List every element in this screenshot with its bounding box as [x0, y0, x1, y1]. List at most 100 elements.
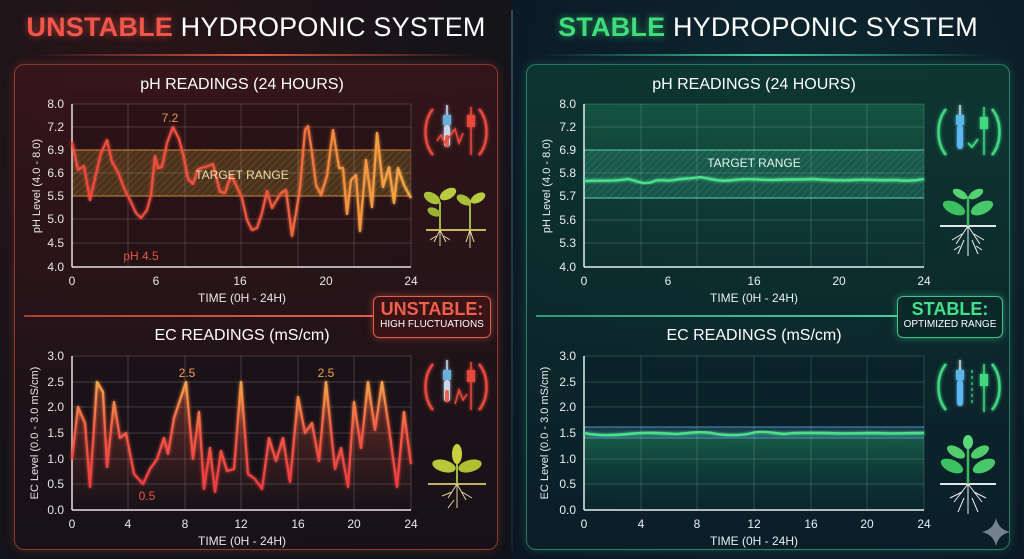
- stable-title: STABLE HYDROPONIC SYSTEM: [512, 12, 1024, 43]
- svg-text:0.0: 0.0: [47, 503, 64, 517]
- svg-text:20: 20: [319, 274, 333, 288]
- unstable-ec-chart: 2.5 2.5 0.5 3.0 2.5 2.0 1.5 1.0 0.5 0.0 0 4 …: [29, 349, 418, 548]
- stable-ph-probe-icon: [937, 105, 1001, 156]
- svg-text:0.5: 0.5: [559, 477, 576, 491]
- svg-text:6.9: 6.9: [559, 143, 576, 157]
- stable-ec-y-label: EC Level (0.0 - 3.0 mS/cm): [539, 367, 551, 500]
- svg-text:16: 16: [747, 274, 761, 288]
- svg-text:24: 24: [917, 274, 931, 288]
- stable-status-badge: STABLE: OPTIMIZED RANGE: [897, 296, 1003, 338]
- svg-text:6.9: 6.9: [47, 143, 64, 157]
- svg-text:20: 20: [860, 517, 874, 531]
- unstable-ec-peak-label-1: 2.5: [179, 366, 196, 380]
- unstable-title-rest: HYDROPONIC SYSTEM: [172, 12, 486, 42]
- stable-ph-chart-title: pH READINGS (24 HOURS): [652, 76, 856, 93]
- svg-text:5.3: 5.3: [559, 236, 576, 250]
- unstable-ec-chart-title: EC READINGS (mS/cm): [154, 327, 330, 344]
- svg-text:1.0: 1.0: [559, 452, 576, 466]
- stable-ph-x-label: TIME (0H - 24H): [710, 291, 798, 305]
- stable-lush-plant-icon: [940, 435, 996, 514]
- stable-badge-subtitle: OPTIMIZED RANGE: [903, 319, 997, 330]
- svg-text:3.0: 3.0: [559, 349, 576, 363]
- svg-text:0: 0: [69, 274, 76, 288]
- stable-target-range-label: TARGET RANGE: [707, 156, 801, 170]
- stable-ph-y-label: pH Level (4.0 - 8.0): [541, 139, 553, 233]
- svg-text:4.0: 4.0: [47, 260, 64, 274]
- svg-text:24: 24: [404, 517, 418, 531]
- svg-text:5.7: 5.7: [559, 189, 576, 203]
- svg-text:6: 6: [153, 274, 160, 288]
- svg-text:2.0: 2.0: [559, 400, 576, 414]
- svg-text:1.5: 1.5: [559, 426, 576, 440]
- stable-ec-y-ticks: 3.0 2.5 2.0 1.5 1.0 0.5 0.0: [559, 349, 576, 517]
- stable-ec-x-ticks: 0 4 8 12 16 20 24: [581, 517, 931, 531]
- unstable-target-range-label: TARGET RANGE: [195, 168, 289, 182]
- svg-text:3.0: 3.0: [47, 349, 64, 363]
- unstable-ph-x-label: TIME (0H - 24H): [198, 291, 286, 305]
- unstable-ph-chart: 7.2 pH 4.5 TARGET RANGE 8.0 7.2 6.9 6.6 5.…: [31, 97, 418, 305]
- unstable-wilting-plant-icon: [428, 444, 486, 509]
- unstable-title-underline: [30, 54, 480, 56]
- svg-text:20: 20: [832, 274, 846, 288]
- stable-ec-x-label: TIME (0H - 24H): [710, 534, 798, 548]
- unstable-ec-low-label: 0.5: [139, 489, 156, 503]
- svg-text:20: 20: [347, 517, 361, 531]
- svg-text:5.0: 5.0: [47, 212, 64, 226]
- stable-badge-title: STABLE:: [911, 299, 989, 319]
- svg-text:0: 0: [581, 274, 588, 288]
- unstable-ph-y-ticks: 8.0 7.2 6.9 6.6 5.5 5.0 4.5 4.0: [47, 97, 64, 274]
- svg-text:4: 4: [125, 517, 132, 531]
- svg-text:6.6: 6.6: [47, 166, 64, 180]
- svg-text:0.5: 0.5: [47, 477, 64, 491]
- svg-text:12: 12: [747, 517, 761, 531]
- stable-title-underline: [542, 54, 992, 56]
- unstable-status-badge: UNSTABLE: HIGH FLUCTUATIONS: [373, 296, 491, 338]
- svg-text:1.5: 1.5: [47, 426, 64, 440]
- unstable-ph-x-ticks: 0 6 16 20 24: [69, 274, 418, 288]
- unstable-ec-y-ticks: 3.0 2.5 2.0 1.5 1.0 0.5 0.0: [47, 349, 64, 517]
- svg-text:4.5: 4.5: [47, 236, 64, 250]
- unstable-ec-y-label: EC Level (0.0 - 3.0 mS/cm): [29, 367, 41, 500]
- svg-text:2.5: 2.5: [47, 375, 64, 389]
- svg-text:7.2: 7.2: [559, 120, 576, 134]
- svg-text:0.0: 0.0: [559, 503, 576, 517]
- unstable-ec-peak-label-2: 2.5: [318, 366, 335, 380]
- unstable-ec-x-ticks: 0 4 8 12 16 20 24: [69, 517, 418, 531]
- unstable-badge-title: UNSTABLE:: [380, 299, 484, 319]
- svg-text:5.8: 5.8: [559, 166, 576, 180]
- svg-text:2.0: 2.0: [47, 400, 64, 414]
- stable-healthy-plant-icon: [940, 188, 996, 256]
- svg-text:24: 24: [404, 274, 418, 288]
- center-divider: [511, 10, 513, 550]
- svg-text:8.0: 8.0: [559, 97, 576, 111]
- stable-title-rest: HYDROPONIC SYSTEM: [665, 12, 978, 42]
- svg-text:5.5: 5.5: [47, 189, 64, 203]
- stable-ph-x-ticks: 0 6 16 20 24: [581, 274, 931, 288]
- svg-text:8.0: 8.0: [47, 97, 64, 111]
- svg-text:0: 0: [581, 517, 588, 531]
- svg-text:16: 16: [291, 517, 305, 531]
- svg-text:16: 16: [804, 517, 818, 531]
- unstable-ph-chart-title: pH READINGS (24 HOURS): [140, 76, 344, 93]
- svg-text:16: 16: [233, 274, 247, 288]
- svg-text:8: 8: [694, 517, 701, 531]
- svg-text:6: 6: [665, 274, 672, 288]
- stable-separator: [536, 315, 898, 317]
- svg-text:12: 12: [234, 517, 248, 531]
- unstable-ph-probe-icon: [424, 105, 488, 156]
- stable-ph-y-ticks: 8.0 7.2 6.9 5.8 5.7 5.6 5.3 4.0: [559, 97, 576, 274]
- sparkle-icon: [982, 518, 1010, 546]
- unstable-ph-low-label: pH 4.5: [123, 249, 159, 263]
- stable-ec-probe-icon: [937, 360, 1001, 412]
- svg-text:5.6: 5.6: [559, 213, 576, 227]
- svg-text:7.2: 7.2: [47, 120, 64, 134]
- stable-ec-chart-title: EC READINGS (mS/cm): [666, 327, 842, 344]
- unstable-separator: [24, 315, 374, 317]
- stable-title-highlight: STABLE: [558, 12, 666, 42]
- unstable-seedlings-icon: [423, 187, 486, 248]
- unstable-title: UNSTABLE HYDROPONIC SYSTEM: [0, 12, 512, 43]
- unstable-badge-subtitle: HIGH FLUCTUATIONS: [380, 319, 484, 330]
- svg-text:0: 0: [69, 517, 76, 531]
- svg-text:1.0: 1.0: [47, 452, 64, 466]
